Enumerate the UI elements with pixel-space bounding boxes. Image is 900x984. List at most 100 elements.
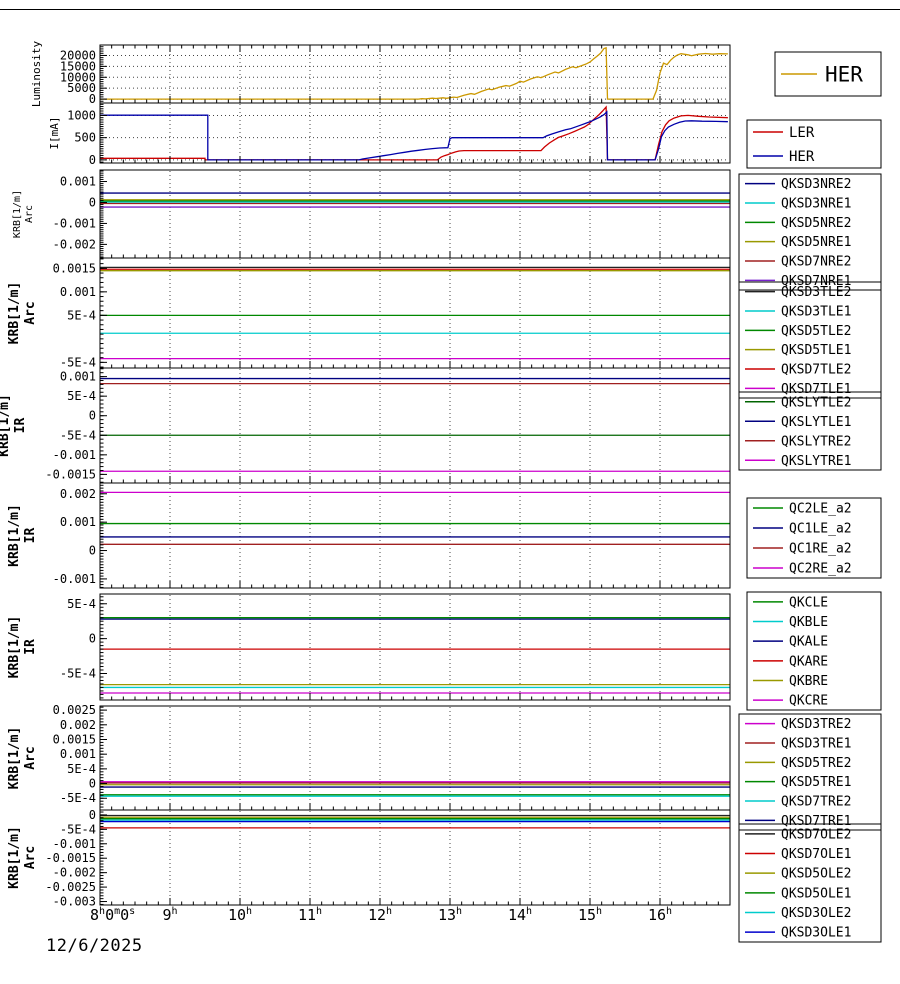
panel-krb-ir-qksly: 0.001 5E-4 0 -5E-4 -0.001 -0.0015 KRB[1/m] IR <box>0 367 731 484</box>
x-tick-label: 11h <box>298 906 322 924</box>
legend-item-QKSD3TLE2: QKSD3TLE2 <box>745 285 851 300</box>
legend-frame <box>774 51 882 97</box>
legend-item-QKSD7OLE1: QKSD7OLE1 <box>745 847 851 862</box>
y-tick-label: 0.001 <box>60 515 96 529</box>
y-tick-label: -0.0025 <box>45 880 96 894</box>
axis-ticks <box>99 596 731 700</box>
legend-label: QKSD3OLE1 <box>781 926 851 941</box>
legend-item-QKSD3NRE1: QKSD3NRE1 <box>745 197 851 212</box>
legend-label: QKSD5TRE1 <box>781 775 851 790</box>
panel-frame <box>99 593 731 701</box>
y-tick-labels: 0.001 0 -0.001 -0.002 <box>53 175 96 252</box>
axis-ticks <box>99 368 731 483</box>
axis-ticks <box>99 706 731 811</box>
date-label: 12/6/2025 <box>46 936 143 956</box>
legend-label: QKSD5TLE1 <box>781 343 851 358</box>
legend-item-QKSD3TRE2: QKSD3TRE2 <box>745 717 851 732</box>
legend-label: QKSD5OLE2 <box>781 867 851 882</box>
x-tick-labels: 8h0m0s 9h 10h 11h 12h 13h 14h 15h 16h <box>90 906 672 924</box>
legend-item-LER: LER <box>753 125 815 141</box>
y-tick-labels: 0.001 5E-4 0 -5E-4 -0.001 -0.0015 <box>45 370 96 482</box>
legend-label: QC2RE_a2 <box>789 562 852 577</box>
y-tick-label: 20000 <box>60 48 96 62</box>
x-tick-label: 16h <box>648 906 672 924</box>
series-HER <box>100 46 728 100</box>
panel-frame <box>99 102 731 164</box>
legend-arc-tle: QKSD3TLE2 QKSD3TLE1 QKSD5TLE2 QKSD5TLE1 QKSD… <box>738 281 882 399</box>
legend-frame <box>738 281 882 399</box>
panel-background <box>100 45 730 103</box>
legend-item-QKCLE: QKCLE <box>753 595 828 610</box>
legend-label: QKSD5TRE2 <box>781 756 851 771</box>
legend-item-HER: HER <box>753 149 815 165</box>
legend-item-QKALE: QKALE <box>753 635 828 650</box>
legend-item-QKSD5OLE2: QKSD5OLE2 <box>745 867 851 882</box>
y-axis-title: I[mA] <box>48 116 61 149</box>
x-tick-label: 10h <box>228 906 252 924</box>
y-tick-label: 0 <box>89 777 96 791</box>
legend-frame <box>746 119 882 169</box>
y-tick-label: 5000 <box>67 81 96 95</box>
panel-background <box>100 258 730 368</box>
legend-frame <box>738 173 882 291</box>
legend-frame <box>738 391 882 471</box>
y-tick-label: 0 <box>89 544 96 558</box>
series-group <box>100 617 730 694</box>
y-tick-label: 0.002 <box>60 718 96 732</box>
panel-krb-ir-qc: 0.002 0.001 0 -0.001 KRB[1/m] IR <box>7 482 731 589</box>
y-tick-label: 500 <box>74 131 96 145</box>
legend-item-QKSD5NRE1: QKSD5NRE1 <box>745 235 851 250</box>
legend-item-QC1LE_a2: QC1LE_a2 <box>753 522 852 537</box>
y-tick-label: 5E-4 <box>67 762 96 776</box>
legend-item-HER: HER <box>781 62 863 86</box>
y-tick-label: 0.001 <box>60 370 96 384</box>
legend-arc-tre: QKSD3TRE2 QKSD3TRE1 QKSD5TRE2 QKSD5TRE1 QKSD… <box>738 713 882 831</box>
x-tick-label: 13h <box>438 906 462 924</box>
y-axis-title: Luminosity <box>30 41 43 108</box>
legend-label: QKSD7TRE1 <box>781 814 851 829</box>
x-tick-label: 12h <box>368 906 392 924</box>
legend-label: QKSD3NRE1 <box>781 197 851 212</box>
legend-item-QC2RE_a2: QC2RE_a2 <box>753 562 852 577</box>
y-tick-label: 0 <box>89 808 96 822</box>
y-tick-label: 0.0015 <box>53 261 96 275</box>
series-group <box>100 266 730 360</box>
legend-label: QKSD3TRE2 <box>781 717 851 732</box>
y-tick-label: 0.0025 <box>53 703 96 717</box>
legend-item-QKSD3OLE1: QKSD3OLE1 <box>745 926 851 941</box>
gridlines <box>169 595 661 699</box>
series-group <box>100 377 730 472</box>
legend-item-QKSD7NRE1: QKSD7NRE1 <box>745 274 851 289</box>
y-tick-labels: 0-5E-4-0.001-0.0015-0.002-0.0025-0.003 <box>45 808 96 909</box>
legend-item-QKSD5TLE2: QKSD5TLE2 <box>745 324 851 339</box>
legend-label: QC1LE_a2 <box>789 522 852 537</box>
y-tick-label: -5E-4 <box>60 355 96 369</box>
legend-label: QKSD5NRE2 <box>781 216 851 231</box>
y-tick-label: 0 <box>89 632 96 646</box>
axis-ticks <box>99 170 731 258</box>
y-tick-label: 0.001 <box>60 285 96 299</box>
legend-item-QKSD7NRE2: QKSD7NRE2 <box>745 255 851 270</box>
legend-label: QKSD7TLE2 <box>781 363 851 378</box>
x-tick-label: 15h <box>578 906 602 924</box>
y-tick-label: -5E-4 <box>60 791 96 805</box>
legend-item-QKSD7TRE1: QKSD7TRE1 <box>745 814 851 829</box>
y-tick-label: 0 <box>89 409 96 423</box>
legend-label: QKSD7NRE1 <box>781 274 851 289</box>
panel-krb-arc-nre: 0.001 0 -0.001 -0.002 KRB[1/m] Arc <box>12 169 731 259</box>
legend-label: QKSD7OLE2 <box>781 827 851 842</box>
legend-arc-nre: QKSD3NRE2 QKSD3NRE1 QKSD5NRE2 QKSD5NRE1 QKSD… <box>738 173 882 291</box>
legend-item-QKSD5OLE1: QKSD5OLE1 <box>745 886 851 901</box>
y-axis-title: KRB[1/m] <box>7 826 22 889</box>
y-tick-label: -0.0015 <box>45 851 96 865</box>
legend-item-QC1RE_a2: QC1RE_a2 <box>753 542 852 557</box>
series-group <box>100 46 728 100</box>
y-tick-label: -5E-4 <box>60 428 96 442</box>
legend-label: QKSD3OLE2 <box>781 906 851 921</box>
y-axis-title: Arc <box>23 301 38 324</box>
